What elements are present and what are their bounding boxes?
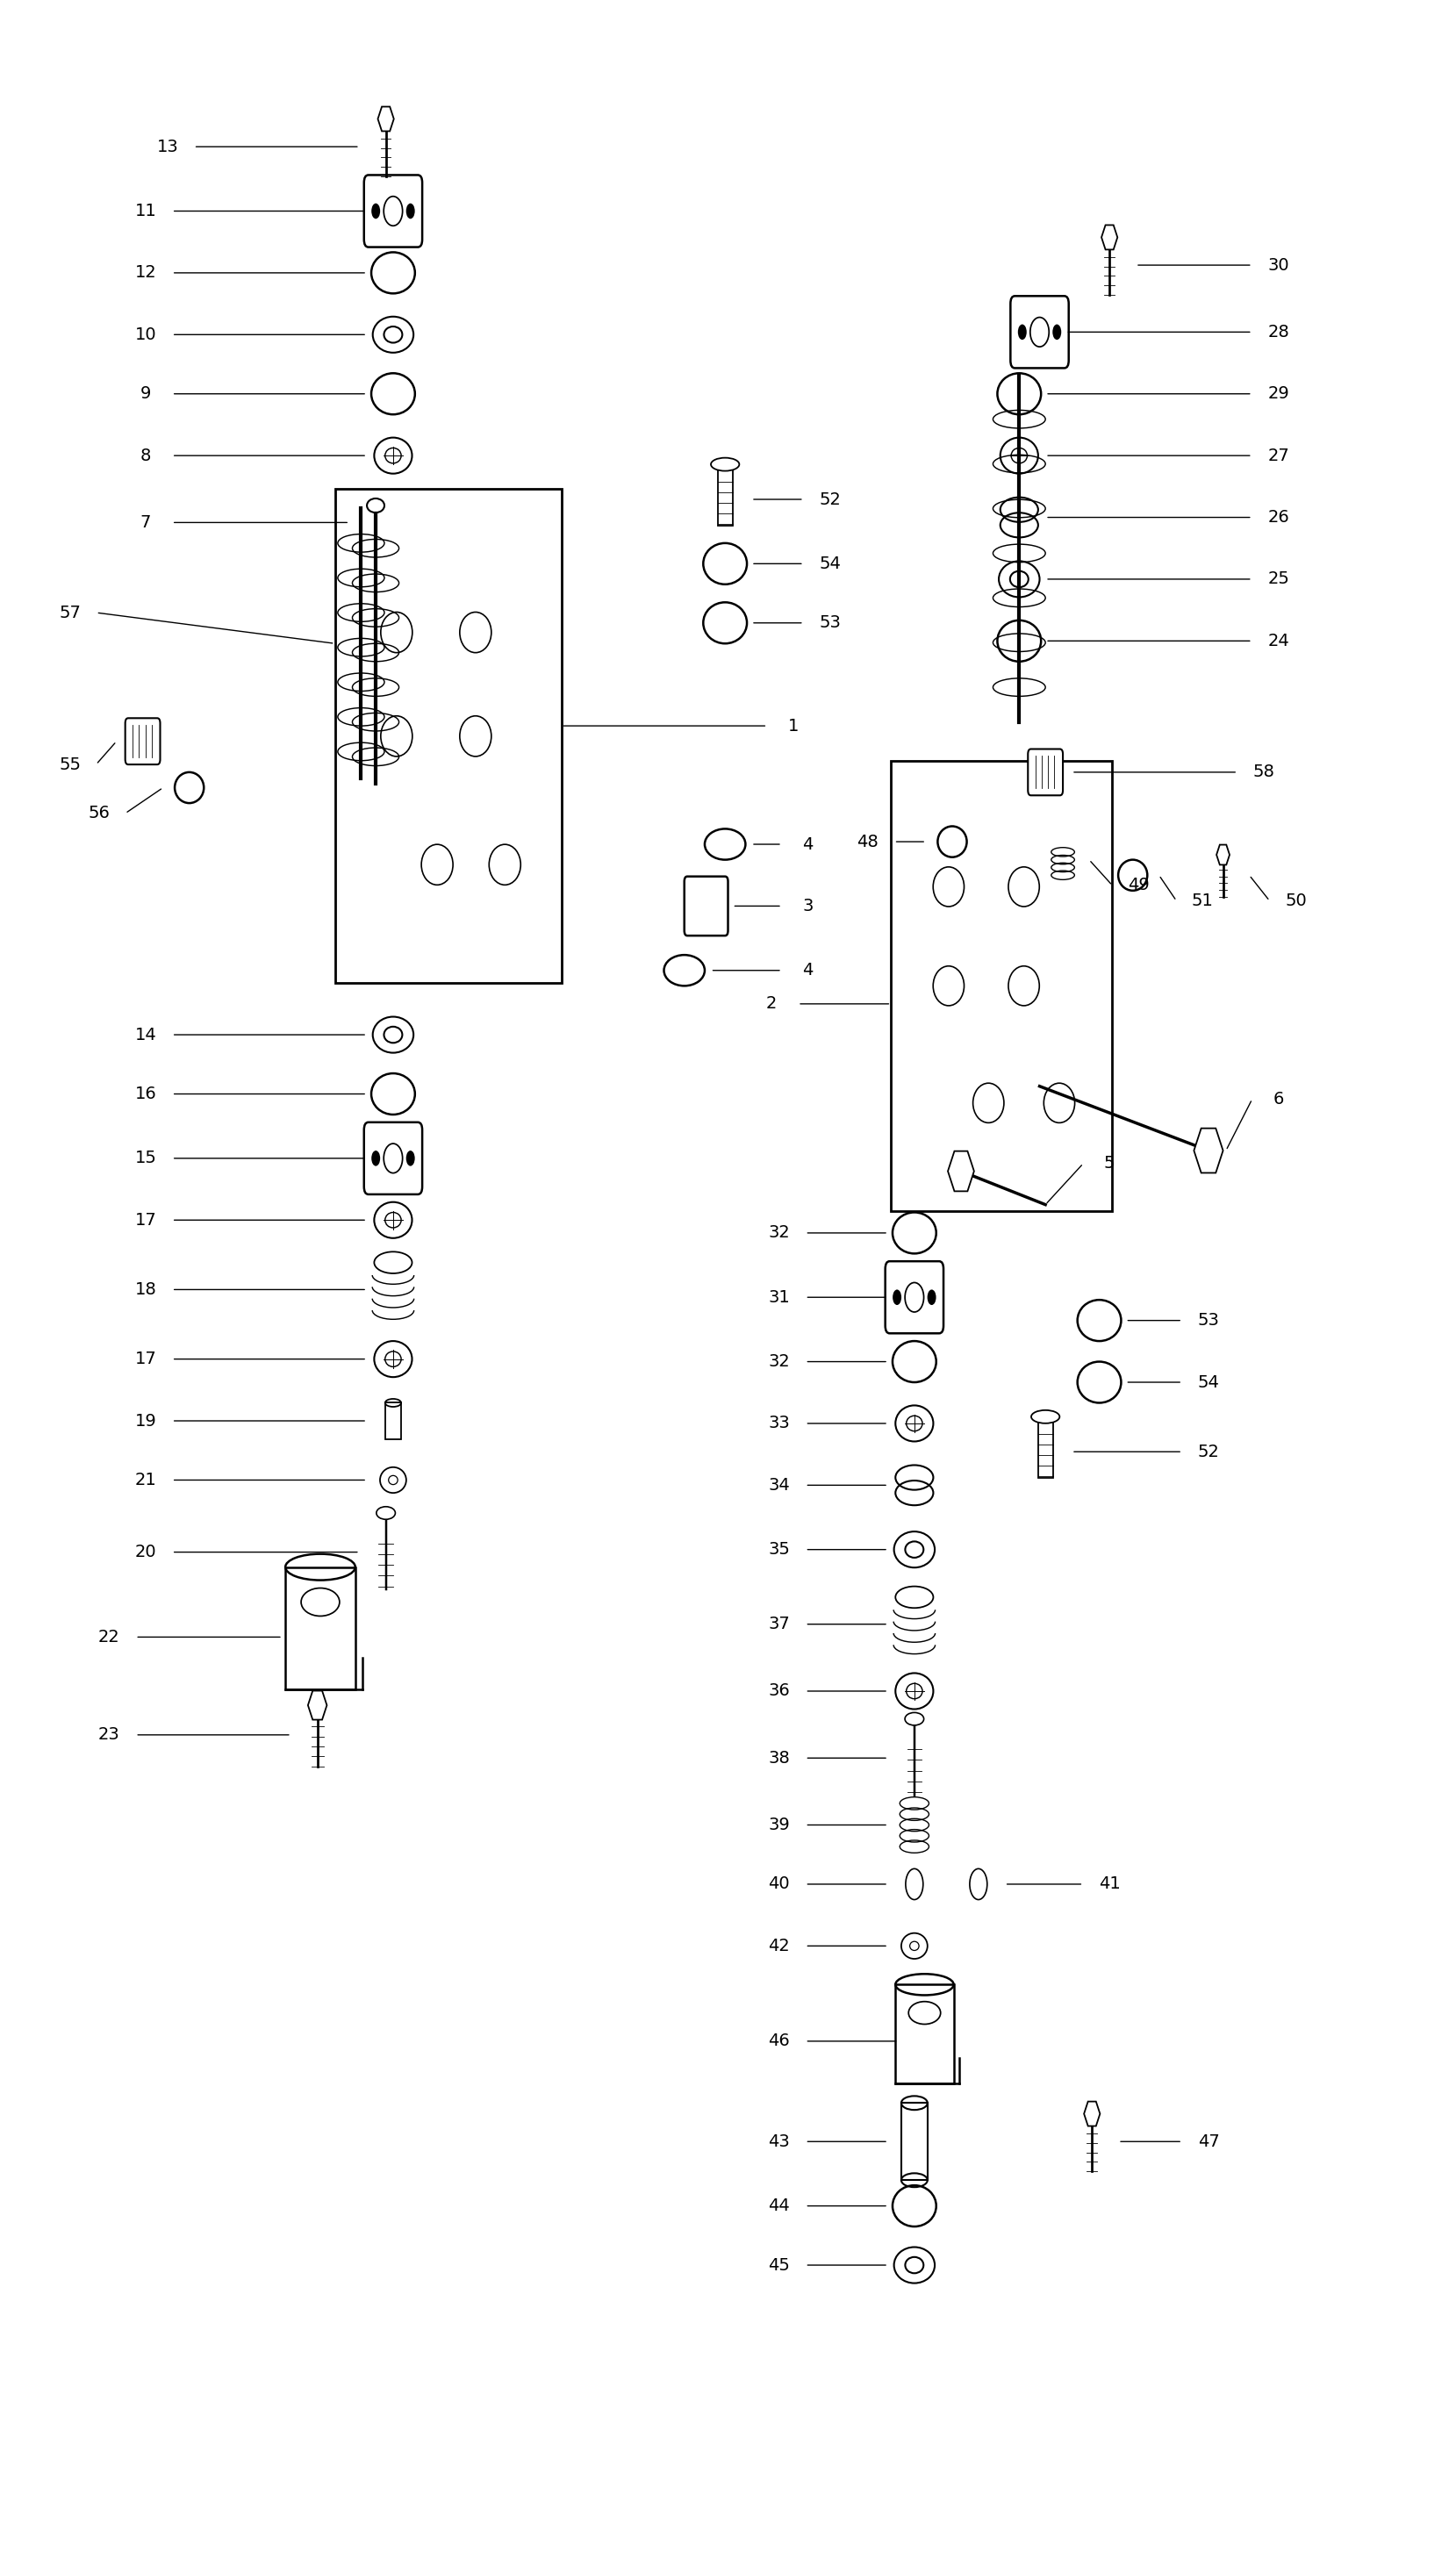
Text: 18: 18: [135, 1282, 156, 1297]
Text: 46: 46: [769, 2033, 789, 2049]
Text: 17: 17: [135, 1351, 156, 1367]
Text: 53: 53: [820, 615, 840, 631]
Text: 51: 51: [1192, 893, 1213, 909]
Text: 27: 27: [1268, 448, 1289, 463]
Text: 44: 44: [769, 2198, 789, 2214]
Ellipse shape: [1031, 1411, 1060, 1423]
Text: 32: 32: [769, 1354, 789, 1369]
Text: 36: 36: [769, 1683, 789, 1699]
Text: 13: 13: [157, 139, 178, 154]
Text: 30: 30: [1268, 257, 1289, 273]
Text: 50: 50: [1286, 893, 1306, 909]
Circle shape: [893, 1290, 901, 1305]
FancyBboxPatch shape: [125, 718, 160, 764]
Ellipse shape: [376, 1506, 396, 1519]
Circle shape: [927, 1290, 936, 1305]
Text: 47: 47: [1198, 2134, 1219, 2149]
Text: 55: 55: [58, 757, 82, 772]
FancyBboxPatch shape: [1038, 1416, 1053, 1477]
Text: 7: 7: [140, 515, 151, 530]
Text: 24: 24: [1268, 633, 1289, 649]
Circle shape: [406, 203, 415, 219]
Text: 23: 23: [99, 1727, 119, 1743]
Text: 57: 57: [60, 605, 80, 620]
Text: 12: 12: [135, 265, 156, 281]
Text: 33: 33: [769, 1416, 789, 1431]
Text: 10: 10: [135, 327, 156, 342]
Text: 52: 52: [1198, 1444, 1219, 1459]
Ellipse shape: [711, 458, 740, 471]
Text: 16: 16: [135, 1086, 156, 1102]
Text: 32: 32: [769, 1225, 789, 1241]
Text: 3: 3: [802, 898, 814, 914]
Text: 38: 38: [769, 1750, 789, 1766]
Text: 52: 52: [820, 492, 840, 507]
Text: 31: 31: [769, 1290, 789, 1305]
FancyBboxPatch shape: [718, 463, 732, 525]
Text: 11: 11: [135, 203, 156, 219]
Text: 45: 45: [769, 2257, 789, 2273]
Text: 5: 5: [1104, 1156, 1115, 1171]
Text: 22: 22: [99, 1629, 119, 1645]
Text: 48: 48: [858, 834, 878, 849]
Circle shape: [371, 203, 380, 219]
Text: 56: 56: [89, 806, 109, 821]
Text: 54: 54: [820, 556, 840, 571]
Text: 26: 26: [1268, 510, 1289, 525]
Text: 28: 28: [1268, 324, 1289, 340]
Text: 21: 21: [135, 1472, 156, 1488]
Circle shape: [1053, 324, 1061, 340]
Text: 53: 53: [1198, 1313, 1219, 1328]
Text: 14: 14: [135, 1027, 156, 1042]
Text: 19: 19: [135, 1413, 156, 1429]
FancyBboxPatch shape: [1028, 749, 1063, 795]
Text: 29: 29: [1268, 386, 1289, 402]
Text: 17: 17: [135, 1212, 156, 1228]
Circle shape: [1018, 324, 1026, 340]
Text: 8: 8: [140, 448, 151, 463]
Circle shape: [371, 1151, 380, 1166]
Text: 39: 39: [769, 1817, 789, 1833]
Text: 6: 6: [1273, 1091, 1284, 1107]
Text: 25: 25: [1268, 571, 1289, 587]
Text: 15: 15: [135, 1151, 156, 1166]
Text: 4: 4: [802, 963, 814, 978]
Text: 42: 42: [769, 1938, 789, 1954]
Text: 34: 34: [769, 1477, 789, 1493]
Circle shape: [406, 1151, 415, 1166]
Text: 40: 40: [769, 1876, 789, 1892]
Ellipse shape: [906, 1712, 925, 1725]
Text: 35: 35: [769, 1542, 789, 1557]
Text: 37: 37: [769, 1616, 789, 1632]
Text: 2: 2: [766, 996, 778, 1012]
Text: 20: 20: [135, 1544, 156, 1560]
Text: 58: 58: [1254, 764, 1274, 780]
Text: 9: 9: [140, 386, 151, 402]
Text: 43: 43: [769, 2134, 789, 2149]
Text: 1: 1: [788, 718, 799, 734]
Text: 49: 49: [1128, 878, 1149, 893]
Text: 4: 4: [802, 837, 814, 852]
Text: 41: 41: [1099, 1876, 1120, 1892]
Text: 54: 54: [1198, 1375, 1219, 1390]
